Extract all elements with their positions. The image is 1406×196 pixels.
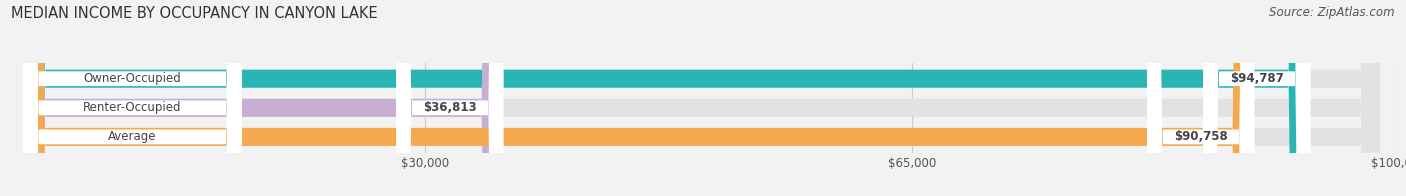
- Text: Owner-Occupied: Owner-Occupied: [83, 72, 181, 85]
- Text: Average: Average: [108, 130, 156, 143]
- Text: Source: ZipAtlas.com: Source: ZipAtlas.com: [1270, 6, 1395, 19]
- Text: MEDIAN INCOME BY OCCUPANCY IN CANYON LAKE: MEDIAN INCOME BY OCCUPANCY IN CANYON LAK…: [11, 6, 378, 21]
- FancyBboxPatch shape: [22, 0, 242, 196]
- FancyBboxPatch shape: [22, 0, 242, 196]
- FancyBboxPatch shape: [396, 0, 503, 196]
- FancyBboxPatch shape: [1204, 0, 1310, 196]
- FancyBboxPatch shape: [27, 0, 1379, 196]
- FancyBboxPatch shape: [27, 0, 1379, 196]
- FancyBboxPatch shape: [1147, 0, 1254, 196]
- FancyBboxPatch shape: [27, 0, 501, 196]
- FancyBboxPatch shape: [22, 0, 242, 196]
- Text: $90,758: $90,758: [1174, 130, 1227, 143]
- Text: Renter-Occupied: Renter-Occupied: [83, 101, 181, 114]
- Text: $94,787: $94,787: [1230, 72, 1284, 85]
- FancyBboxPatch shape: [27, 0, 1379, 196]
- FancyBboxPatch shape: [27, 0, 1251, 196]
- FancyBboxPatch shape: [27, 0, 1308, 196]
- Text: $36,813: $36,813: [423, 101, 477, 114]
